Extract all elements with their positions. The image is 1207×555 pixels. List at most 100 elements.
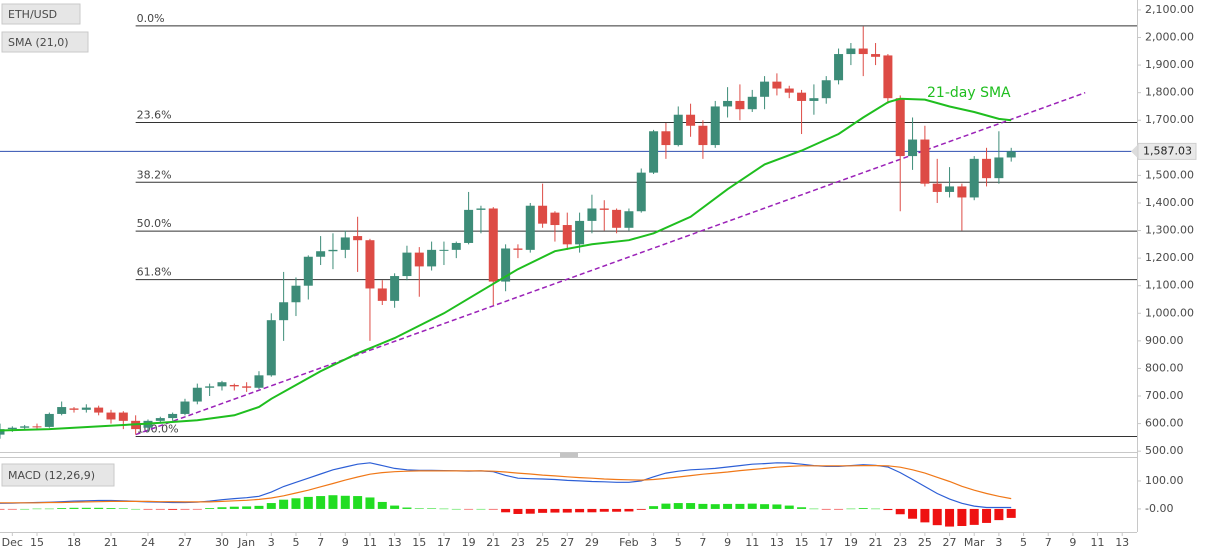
fib-label: 50.0% [137,217,172,230]
x-tick-label: 3 [650,536,657,549]
histogram-bar [464,508,474,510]
x-tick-label: 19 [462,536,476,549]
y-tick-label: 500.00 [1145,444,1184,457]
x-tick-label: 7 [1045,536,1052,549]
candle-body [155,418,165,421]
candle-body [562,225,572,245]
legend-label: SMA (21,0) [8,36,69,49]
candle-body [353,236,363,241]
histogram-bar [871,508,881,510]
candle-body [883,55,893,99]
histogram-bar [587,508,597,513]
histogram-bar [760,504,770,509]
candle-body [451,242,461,250]
histogram-bar [513,508,523,514]
x-tick-label: Dec [2,536,23,549]
candle-body [908,139,918,157]
candle-body [871,54,881,57]
histogram-bar [118,508,128,509]
y-tick-label: 1,100.00 [1145,279,1194,292]
histogram-bar [94,507,104,509]
histogram-bar [735,503,745,509]
candle-body [69,408,79,410]
histogram-bar [254,505,264,509]
candle-body [513,248,523,250]
histogram-bar [945,508,955,527]
x-tick-label: Feb [619,536,638,549]
histogram-bar [180,508,190,510]
histogram-bar [81,507,91,509]
histogram-bar [168,508,178,510]
histogram-bar [723,503,733,509]
histogram-bar [710,504,720,509]
y-tick-label: 1,400.00 [1145,196,1194,209]
histogram-bar [858,508,868,509]
x-tick-label: 21 [104,536,118,549]
x-tick-label: 5 [1020,536,1027,549]
histogram-bar [57,508,67,509]
histogram-bar [661,503,671,509]
candle-body [661,131,671,146]
x-tick-label: 19 [844,536,858,549]
y-tick-label: 800.00 [1145,361,1184,374]
histogram-bar [957,508,967,527]
histogram-bar [106,508,116,509]
histogram-bar [316,496,326,509]
x-tick-label: 3 [268,536,275,549]
candle-body [242,386,252,388]
candle-body [834,54,844,81]
legend-label: MACD (12,26,9) [8,469,95,482]
x-tick-label: 11 [363,536,377,549]
x-tick-label: 27 [560,536,574,549]
candle-body [1006,151,1016,158]
candle-body [797,92,807,101]
x-tick-label: 29 [585,536,599,549]
histogram-bar [69,507,79,509]
candle-body [291,285,301,303]
candle-body [809,98,819,101]
histogram-bar [908,508,918,519]
y-tick-label: 600.00 [1145,417,1184,430]
histogram-bar [1006,508,1016,518]
candle-body [303,256,313,286]
histogram-bar [44,508,54,510]
histogram-bar [969,508,979,525]
candle-body [316,251,326,257]
histogram-bar [784,505,794,509]
histogram-bar [895,508,905,515]
histogram-bar [575,508,585,513]
histogram-bar [809,508,819,510]
candle-body [784,88,794,93]
y-tick-label: 1,300.00 [1145,224,1194,237]
x-tick-label: 7 [317,536,324,549]
last-price-pointer [1131,144,1138,159]
candle-body [254,375,264,388]
legend-box [1,463,115,487]
candle-body [340,237,350,250]
candle-body [673,114,683,146]
x-tick-label: Jan [237,536,255,549]
y-tick-label: 2,100.00 [1145,3,1194,16]
histogram-bar [32,508,42,510]
histogram-bar [192,508,202,510]
x-tick-label: 23 [511,536,525,549]
candle-body [81,407,91,410]
x-tick-label: 3 [995,536,1002,549]
x-tick-label: 15 [412,536,426,549]
candle-body [538,205,548,224]
y-tick-label: 1,700.00 [1145,113,1194,126]
candle-body [649,131,659,173]
histogram-bar [279,499,289,509]
candle-body [994,157,1004,179]
candle-body [0,429,5,435]
candle-body [365,240,375,289]
candle-body [723,100,733,107]
histogram-bar [599,508,609,512]
candle-body [501,248,511,282]
histogram-bar [488,508,498,510]
candle-body [192,387,202,402]
candle-body [427,249,437,267]
x-tick-label: Mar [964,536,985,549]
